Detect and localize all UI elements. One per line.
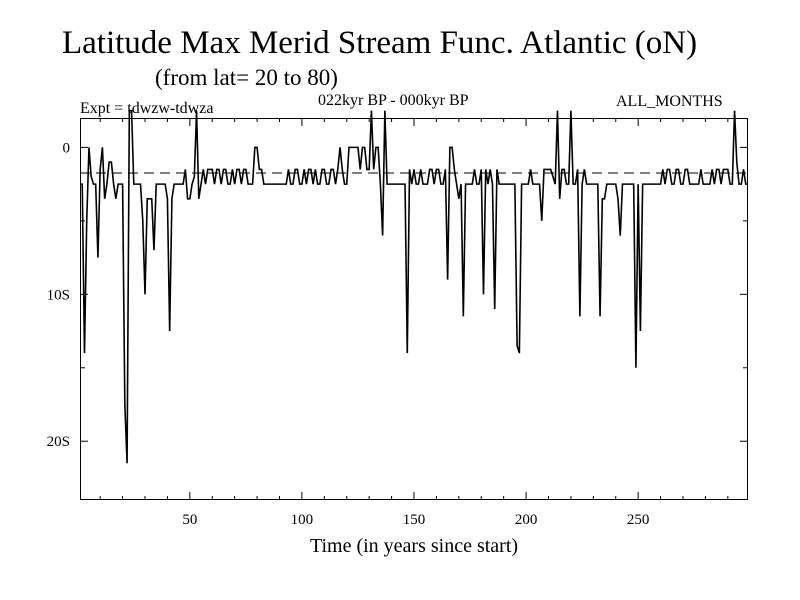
plot-frame xyxy=(80,118,748,500)
y-tick-label: 10S xyxy=(47,287,70,303)
chart-title: Latitude Max Merid Stream Func. Atlantic… xyxy=(62,25,698,61)
x-axis-label: Time (in years since start) xyxy=(310,535,518,557)
period-label: 022kyr BP - 000kyr BP xyxy=(318,92,469,109)
y-tick-label: 20S xyxy=(47,434,70,450)
x-tick-label: 200 xyxy=(515,512,538,528)
x-tick-label: 50 xyxy=(182,512,197,528)
chart-subtitle: (from lat= 20 to 80) xyxy=(155,65,338,90)
months-label: ALL_MONTHS xyxy=(616,93,723,110)
x-tick-label: 250 xyxy=(627,512,650,528)
x-tick-label: 100 xyxy=(291,512,314,528)
experiment-label: Expt = tdwzw-tdwza xyxy=(80,100,214,117)
series-line xyxy=(80,109,748,464)
x-tick-label: 150 xyxy=(403,512,426,528)
axis-ticks xyxy=(80,118,748,500)
y-tick-label: 0 xyxy=(63,140,71,156)
y-tick-labels: 0 10S 20S xyxy=(47,140,70,450)
x-tick-labels: 50 100 150 200 250 xyxy=(182,512,649,528)
